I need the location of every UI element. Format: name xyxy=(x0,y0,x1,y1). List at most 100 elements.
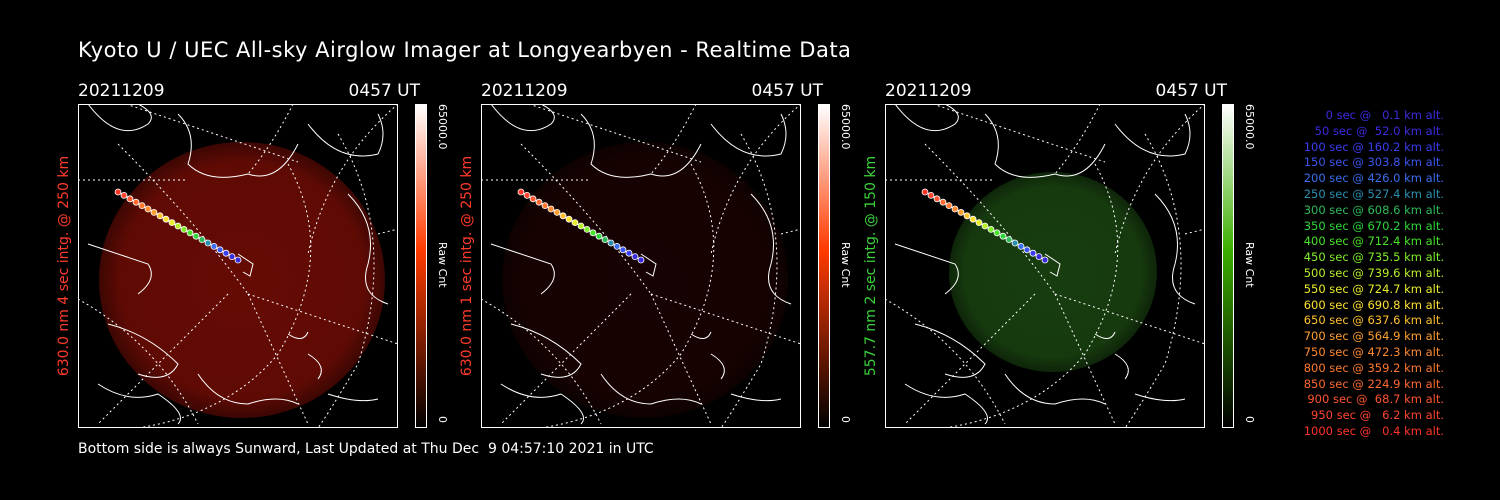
trajectory-point xyxy=(559,212,567,220)
trajectory-point xyxy=(601,236,609,244)
legend-row: 900 sec @ 68.7 km alt. xyxy=(1307,392,1444,407)
trajectory-point xyxy=(553,209,561,216)
trajectory-point xyxy=(114,188,122,196)
trajectory-point xyxy=(186,229,194,237)
colorbar-min: 0 xyxy=(436,416,449,423)
map-canvas xyxy=(481,104,801,428)
panel-date: 20211209 xyxy=(78,81,165,101)
trajectory xyxy=(114,188,242,264)
colorbar xyxy=(818,104,830,428)
trajectory xyxy=(517,188,645,264)
colorbar-max: 65000.0 xyxy=(436,104,449,150)
trajectory-point xyxy=(126,195,134,203)
allsky-image xyxy=(502,142,788,418)
trajectory-point xyxy=(1011,239,1019,247)
trajectory-point xyxy=(571,219,579,226)
panel-630-1sec: 20211209 0457 UT xyxy=(459,80,901,440)
trajectory-point xyxy=(951,205,959,213)
legend-row: 0 sec @ 0.1 km alt. xyxy=(1325,108,1444,122)
panel-ylabel: 630.0 nm 4 sec intg. @ 250 km xyxy=(56,155,72,377)
panel-time: 0457 UT xyxy=(751,81,824,101)
trajectory-point xyxy=(625,249,633,257)
trajectory-point xyxy=(999,232,1007,240)
legend-row: 200 sec @ 426.0 km alt. xyxy=(1303,171,1444,186)
panel-time: 0457 UT xyxy=(348,81,421,101)
trajectory-point xyxy=(523,192,531,199)
trajectory-point xyxy=(547,205,555,213)
panel-ylabel: 630.0 nm 1 sec intg. @ 250 km xyxy=(459,155,475,377)
legend-row: 350 sec @ 670.2 km alt. xyxy=(1303,218,1444,233)
panel-630-4sec: 20211209 0457 UT xyxy=(56,80,498,440)
trajectory-point xyxy=(174,222,182,230)
legend-row: 550 sec @ 724.7 km alt. xyxy=(1303,281,1444,296)
map-grid xyxy=(481,104,801,428)
colorbar-unit: Raw Cnt xyxy=(1243,242,1256,288)
trajectory-point xyxy=(945,202,953,209)
footer-status: Bottom side is always Sunward, Last Upda… xyxy=(78,441,654,457)
trajectory-point xyxy=(589,229,597,237)
trajectory-point xyxy=(132,198,140,206)
trajectory-point xyxy=(120,192,128,199)
colorbar-max: 65000.0 xyxy=(1243,104,1256,150)
legend-row: 250 sec @ 527.4 km alt. xyxy=(1303,186,1444,201)
legend-row: 1000 sec @ 0.4 km alt. xyxy=(1303,423,1444,438)
panel-date: 20211209 xyxy=(885,81,972,101)
legend-row: 850 sec @ 224.9 km alt. xyxy=(1303,376,1444,391)
colorbar-max: 65000.0 xyxy=(839,104,852,150)
trajectory-point xyxy=(933,195,941,203)
trajectory-point xyxy=(583,226,591,233)
coastlines xyxy=(490,104,792,425)
trajectory-point xyxy=(529,195,537,203)
allsky-image xyxy=(99,142,385,418)
trajectory-point xyxy=(168,219,176,226)
trajectory-point xyxy=(595,232,603,240)
trajectory-point xyxy=(517,188,525,196)
trajectory-point xyxy=(216,246,224,254)
map-grid xyxy=(78,104,398,428)
trajectory-point xyxy=(975,219,983,226)
legend-row: 600 sec @ 690.8 km alt. xyxy=(1303,297,1444,312)
trajectory-point xyxy=(138,202,146,209)
trajectory-point xyxy=(192,232,200,240)
map-grid xyxy=(885,104,1205,428)
trajectory-point xyxy=(577,222,585,230)
legend-row: 50 sec @ 52.0 km alt. xyxy=(1314,123,1444,138)
trajectory-point xyxy=(637,256,645,264)
trajectory-point xyxy=(156,212,164,220)
trajectory-point xyxy=(198,236,206,244)
legend-row: 650 sec @ 637.6 km alt. xyxy=(1303,313,1444,328)
panel-ylabel: 557.7 nm 2 sec intg. @ 150 km xyxy=(863,155,879,377)
trajectory-point xyxy=(150,209,158,216)
trajectory-point xyxy=(607,239,615,247)
trajectory-point xyxy=(927,192,935,199)
trajectory-point xyxy=(957,209,965,216)
trajectory-point xyxy=(210,242,218,250)
legend-row: 300 sec @ 608.6 km alt. xyxy=(1303,202,1444,217)
trajectory-point xyxy=(1035,253,1043,261)
colorbar xyxy=(415,104,427,428)
allsky-map xyxy=(885,104,1205,428)
legend-row: 400 sec @ 712.4 km alt. xyxy=(1303,234,1444,249)
trajectory-point xyxy=(631,253,639,261)
legend-row: 800 sec @ 359.2 km alt. xyxy=(1303,360,1444,375)
trajectory-point xyxy=(619,246,627,254)
trajectory-point xyxy=(535,198,543,206)
trajectory-legend: 0 sec @ 0.1 km alt. 50 sec @ 52.0 km alt.… xyxy=(1268,108,1444,440)
trajectory-point xyxy=(222,249,230,257)
trajectory-point xyxy=(939,198,947,206)
legend-row: 500 sec @ 739.6 km alt. xyxy=(1303,265,1444,280)
map-canvas xyxy=(885,104,1205,428)
trajectory-point xyxy=(921,188,929,196)
legend-row: 150 sec @ 303.8 km alt. xyxy=(1303,155,1444,170)
colorbar-min: 0 xyxy=(1243,416,1256,423)
panel-time: 0457 UT xyxy=(1155,81,1228,101)
coastlines xyxy=(87,104,389,425)
allsky-map xyxy=(78,104,398,428)
trajectory-point xyxy=(969,215,977,223)
trajectory-point xyxy=(162,215,170,223)
trajectory xyxy=(921,188,1049,264)
trajectory-point xyxy=(613,242,621,250)
colorbar xyxy=(1222,104,1234,428)
trajectory-point xyxy=(1041,256,1049,264)
legend-row: 750 sec @ 472.3 km alt. xyxy=(1303,344,1444,359)
